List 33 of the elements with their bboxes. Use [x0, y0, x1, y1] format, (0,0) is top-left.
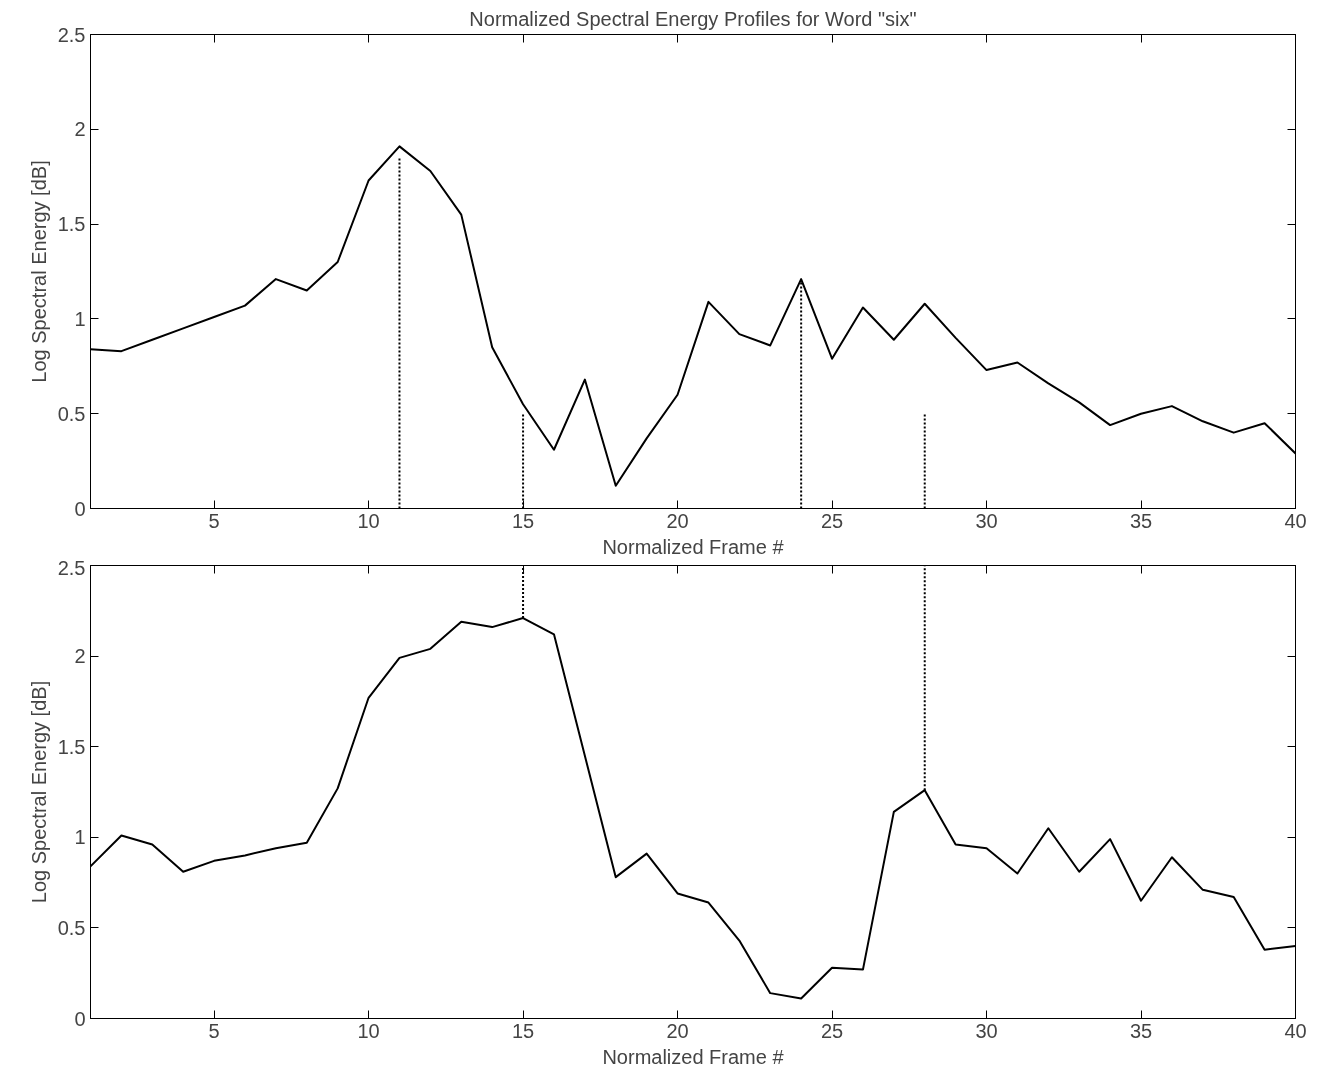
y-tick-label: 2.5 — [57, 23, 86, 46]
x-tick-label: 25 — [820, 509, 844, 532]
x-tick-label: 10 — [357, 1019, 380, 1042]
y-tick-label: 2 — [74, 118, 86, 141]
x-tick-label: 30 — [975, 509, 998, 532]
x-axis-title: Normalized Frame # — [602, 535, 785, 558]
y-tick-label: 1 — [74, 826, 86, 849]
x-tick-label: 10 — [357, 509, 380, 532]
x-tick-label: 20 — [666, 1019, 689, 1042]
y-tick-label: 0.5 — [57, 402, 86, 425]
y-axis-title: Log Spectral Energy [dB] — [27, 160, 50, 383]
y-tick-label: 0 — [74, 497, 86, 520]
y-tick-label: 1.5 — [57, 735, 86, 758]
x-tick-label: 15 — [511, 509, 535, 532]
x-tick-label: 5 — [208, 509, 220, 532]
x-axis-title: Normalized Frame # — [602, 1045, 785, 1068]
x-tick-label: 15 — [511, 1019, 535, 1042]
x-tick-label: 25 — [820, 1019, 844, 1042]
x-tick-label: 5 — [208, 1019, 220, 1042]
x-tick-label: 40 — [1284, 509, 1307, 532]
x-tick-label: 30 — [975, 1019, 998, 1042]
y-tick-label: 1 — [74, 307, 86, 330]
y-axis-title: Log Spectral Energy [dB] — [27, 680, 50, 904]
y-tick-label: 2 — [74, 645, 86, 668]
y-tick-label: 2.5 — [57, 556, 86, 579]
x-tick-label: 35 — [1129, 1019, 1153, 1042]
y-tick-label: 0 — [74, 1007, 86, 1030]
x-tick-label: 20 — [666, 509, 689, 532]
x-tick-label: 35 — [1129, 509, 1153, 532]
y-tick-label: 1.5 — [57, 213, 86, 236]
y-tick-label: 0.5 — [57, 916, 86, 939]
x-tick-label: 40 — [1284, 1019, 1307, 1042]
chart-title: Normalized Spectral Energy Profiles for Word "six" — [469, 7, 917, 30]
